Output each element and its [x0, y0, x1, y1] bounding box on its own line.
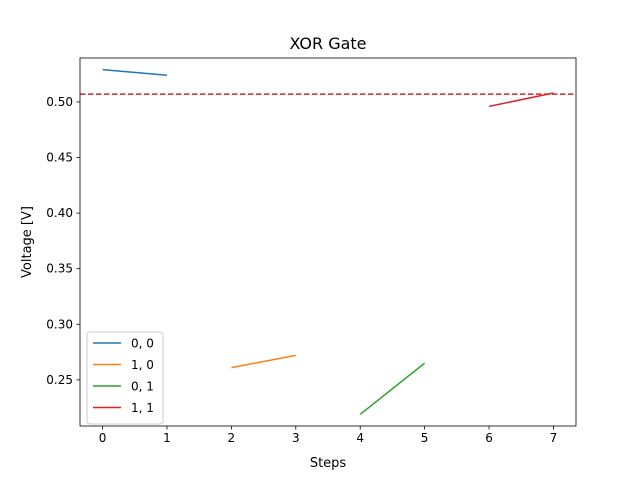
- legend-label-0: 0, 0: [131, 337, 154, 351]
- series-line-3: [488, 92, 554, 108]
- x-tick-label: 0: [99, 431, 107, 445]
- y-tick-label: 0.40: [46, 206, 73, 220]
- series-line-2: [359, 362, 426, 415]
- legend: 0, 0 1, 0 0, 1 1, 1: [86, 331, 164, 425]
- legend-label-3: 1, 1: [131, 401, 154, 415]
- x-tick-label: 2: [228, 431, 236, 445]
- x-tick-label: 4: [356, 431, 364, 445]
- plot-area: 0 1 2 3 4 5 6 7 0.25 0.30 0.35 0.40 0.45 0.50: [46, 57, 577, 445]
- y-axis-label: Voltage [V]: [20, 206, 35, 278]
- series-line-1: [231, 354, 296, 369]
- x-tick-label: 6: [485, 431, 493, 445]
- y-tick-label: 0.50: [46, 95, 73, 109]
- series-line-0: [102, 68, 168, 76]
- y-tick-label: 0.25: [46, 373, 73, 387]
- axes-frame: [79, 57, 577, 427]
- chart-title: XOR Gate: [289, 34, 366, 53]
- legend-label-2: 0, 1: [131, 380, 154, 394]
- y-tick-label: 0.45: [46, 151, 73, 165]
- x-tick-label: 1: [163, 431, 171, 445]
- y-tick-label: 0.35: [46, 262, 73, 276]
- x-tick-label: 7: [550, 431, 558, 445]
- x-tick-label: 5: [421, 431, 429, 445]
- x-tick-label: 3: [292, 431, 300, 445]
- x-axis-label: Steps: [310, 456, 347, 471]
- legend-label-1: 1, 0: [131, 358, 154, 372]
- legend-box: [86, 331, 164, 425]
- y-tick-label: 0.30: [46, 317, 73, 331]
